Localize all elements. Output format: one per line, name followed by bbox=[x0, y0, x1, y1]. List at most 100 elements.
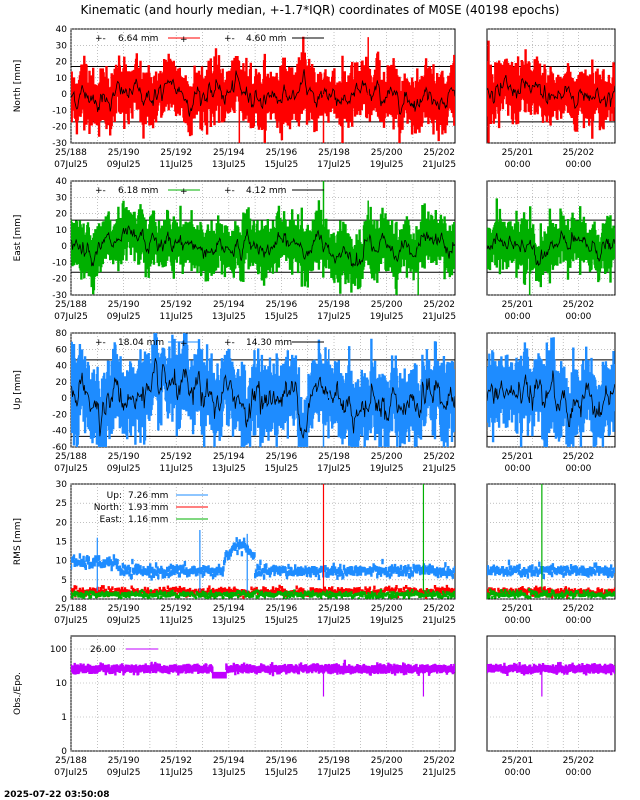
rms-xtick-date: 17Jul25 bbox=[317, 616, 351, 626]
panel-up: 80 60 40 20 0 -20 -40 -60 Up [mm] 25/188 07Jul25 25… bbox=[13, 329, 616, 474]
up-xtick-doy: 25/202 bbox=[423, 452, 455, 462]
east-xtick-date: 17Jul25 bbox=[317, 312, 351, 322]
up-xtick-date: 19Jul25 bbox=[370, 464, 404, 474]
north-ytick-label: -10 bbox=[52, 106, 67, 116]
obs-series bbox=[71, 659, 455, 679]
obs-xtick-doy: 25/198 bbox=[318, 756, 350, 766]
generated-timestamp: 2025-07-22 03:50:08 bbox=[4, 790, 109, 800]
obs-xtick-date: 11Jul25 bbox=[159, 768, 193, 778]
obs-zoom-xtick-time: 00:00 bbox=[565, 768, 591, 778]
rms-xtick-doy: 25/194 bbox=[213, 604, 245, 614]
up-scatter bbox=[71, 333, 455, 447]
rms-zoom-xtick-time: 00:00 bbox=[565, 616, 591, 626]
north-legend-scatter-value: 6.64 mm bbox=[118, 34, 158, 44]
up-xtick-date: 21Jul25 bbox=[422, 464, 456, 474]
rms-zoom-xtick-doy: 25/201 bbox=[502, 604, 534, 614]
up-xtick-date: 11Jul25 bbox=[159, 464, 193, 474]
east-scatter bbox=[71, 181, 455, 295]
north-legend-pm2: +- bbox=[224, 34, 235, 44]
rms-xtick-date: 21Jul25 bbox=[422, 616, 456, 626]
north-zoom-xtick-doy: 25/201 bbox=[502, 148, 534, 158]
up-xtick-doy: 25/196 bbox=[266, 452, 298, 462]
up-ytick-label: -40 bbox=[52, 427, 67, 437]
north-xtick-doy: 25/190 bbox=[108, 148, 140, 158]
up-xtick-doy: 25/200 bbox=[371, 452, 403, 462]
up-zoom-xtick-time: 00:00 bbox=[505, 464, 531, 474]
north-ytick-label: 20 bbox=[56, 58, 68, 68]
east-ytick-label: 20 bbox=[56, 210, 68, 220]
east-median-line bbox=[71, 225, 455, 268]
east-xtick-date: 07Jul25 bbox=[54, 312, 88, 322]
panel-rms: 30 25 20 15 10 5 0 RMS [mm] 25/188 07Jul25 25/190 0… bbox=[13, 480, 616, 626]
rms-xtick-date: 15Jul25 bbox=[265, 616, 299, 626]
rms-legend-label: East: bbox=[100, 515, 122, 525]
east-ytick-label: -20 bbox=[52, 275, 67, 285]
east-ytick-label: 0 bbox=[61, 242, 67, 252]
north-scatter bbox=[487, 40, 615, 143]
east-xtick-doy: 25/192 bbox=[160, 300, 192, 310]
up-ylabel: Up [mm] bbox=[13, 370, 23, 410]
north-legend-scatter-marker: + bbox=[180, 35, 188, 45]
up-xtick-date: 09Jul25 bbox=[107, 464, 141, 474]
east-xtick-date: 11Jul25 bbox=[159, 312, 193, 322]
up-legend-pm2: +- bbox=[224, 338, 235, 348]
up-xtick-doy: 25/198 bbox=[318, 452, 350, 462]
up-legend-scatter-marker: + bbox=[180, 339, 188, 349]
up-xtick-date: 15Jul25 bbox=[265, 464, 299, 474]
north-xtick-doy: 25/194 bbox=[213, 148, 245, 158]
rms-series-up bbox=[487, 559, 615, 580]
obs-main-frame bbox=[70, 635, 456, 752]
rms-legend-label: North: bbox=[94, 503, 122, 513]
east-legend-pm2: +- bbox=[224, 186, 235, 196]
north-xtick-doy: 25/192 bbox=[160, 148, 192, 158]
north-xtick-date: 15Jul25 bbox=[265, 160, 299, 170]
rms-series-east bbox=[487, 588, 615, 599]
east-xtick-date: 19Jul25 bbox=[370, 312, 404, 322]
up-ytick-label: -20 bbox=[52, 410, 67, 420]
obs-xtick-doy: 25/194 bbox=[213, 756, 245, 766]
obs-xtick-date: 19Jul25 bbox=[370, 768, 404, 778]
obs-xtick-date: 07Jul25 bbox=[54, 768, 88, 778]
east-legend-pm: +- bbox=[95, 186, 106, 196]
up-ytick-label: 60 bbox=[56, 345, 68, 355]
east-legend-scatter-marker: + bbox=[180, 187, 188, 197]
north-ytick-label: 10 bbox=[56, 74, 68, 84]
rms-ytick-label: 20 bbox=[56, 518, 68, 528]
north-legend-pm: +- bbox=[95, 34, 106, 44]
obs-zoom-frame bbox=[486, 635, 616, 752]
north-xtick-doy: 25/198 bbox=[318, 148, 350, 158]
up-xtick-doy: 25/188 bbox=[55, 452, 87, 462]
obs-xtick-doy: 25/192 bbox=[160, 756, 192, 766]
rms-zoom-xtick-doy: 25/202 bbox=[563, 604, 595, 614]
east-zoom-xtick-time: 00:00 bbox=[565, 312, 591, 322]
north-ytick-label: -30 bbox=[52, 139, 67, 149]
rms-xtick-doy: 25/192 bbox=[160, 604, 192, 614]
rms-ytick-label: 10 bbox=[56, 557, 68, 567]
rms-legend-label: Up: bbox=[107, 491, 122, 501]
east-legend-median-value: 4.12 mm bbox=[246, 186, 286, 196]
obs-legend-value: 26.00 bbox=[90, 645, 116, 655]
rms-legend-value: 7.26 mm bbox=[128, 491, 168, 501]
east-xtick-date: 13Jul25 bbox=[212, 312, 246, 322]
obs-xtick-date: 17Jul25 bbox=[317, 768, 351, 778]
rms-xtick-doy: 25/200 bbox=[371, 604, 403, 614]
rms-series-up bbox=[71, 537, 455, 581]
up-xtick-date: 17Jul25 bbox=[317, 464, 351, 474]
rms-xtick-date: 19Jul25 bbox=[370, 616, 404, 626]
rms-series-east bbox=[71, 588, 455, 599]
obs-xtick-date: 09Jul25 bbox=[107, 768, 141, 778]
rms-xtick-doy: 25/190 bbox=[108, 604, 140, 614]
obs-series bbox=[487, 661, 615, 676]
rms-ytick-label: 15 bbox=[56, 538, 67, 548]
east-xtick-date: 21Jul25 bbox=[422, 312, 456, 322]
obs-xtick-doy: 25/196 bbox=[266, 756, 298, 766]
east-xtick-date: 09Jul25 bbox=[107, 312, 141, 322]
east-ylabel: East [mm] bbox=[13, 215, 23, 262]
north-legend-median-value: 4.60 mm bbox=[246, 34, 286, 44]
up-xtick-doy: 25/194 bbox=[213, 452, 245, 462]
rms-xtick-date: 13Jul25 bbox=[212, 616, 246, 626]
north-xtick-date: 11Jul25 bbox=[159, 160, 193, 170]
east-xtick-doy: 25/188 bbox=[55, 300, 87, 310]
obs-xtick-doy: 25/190 bbox=[108, 756, 140, 766]
